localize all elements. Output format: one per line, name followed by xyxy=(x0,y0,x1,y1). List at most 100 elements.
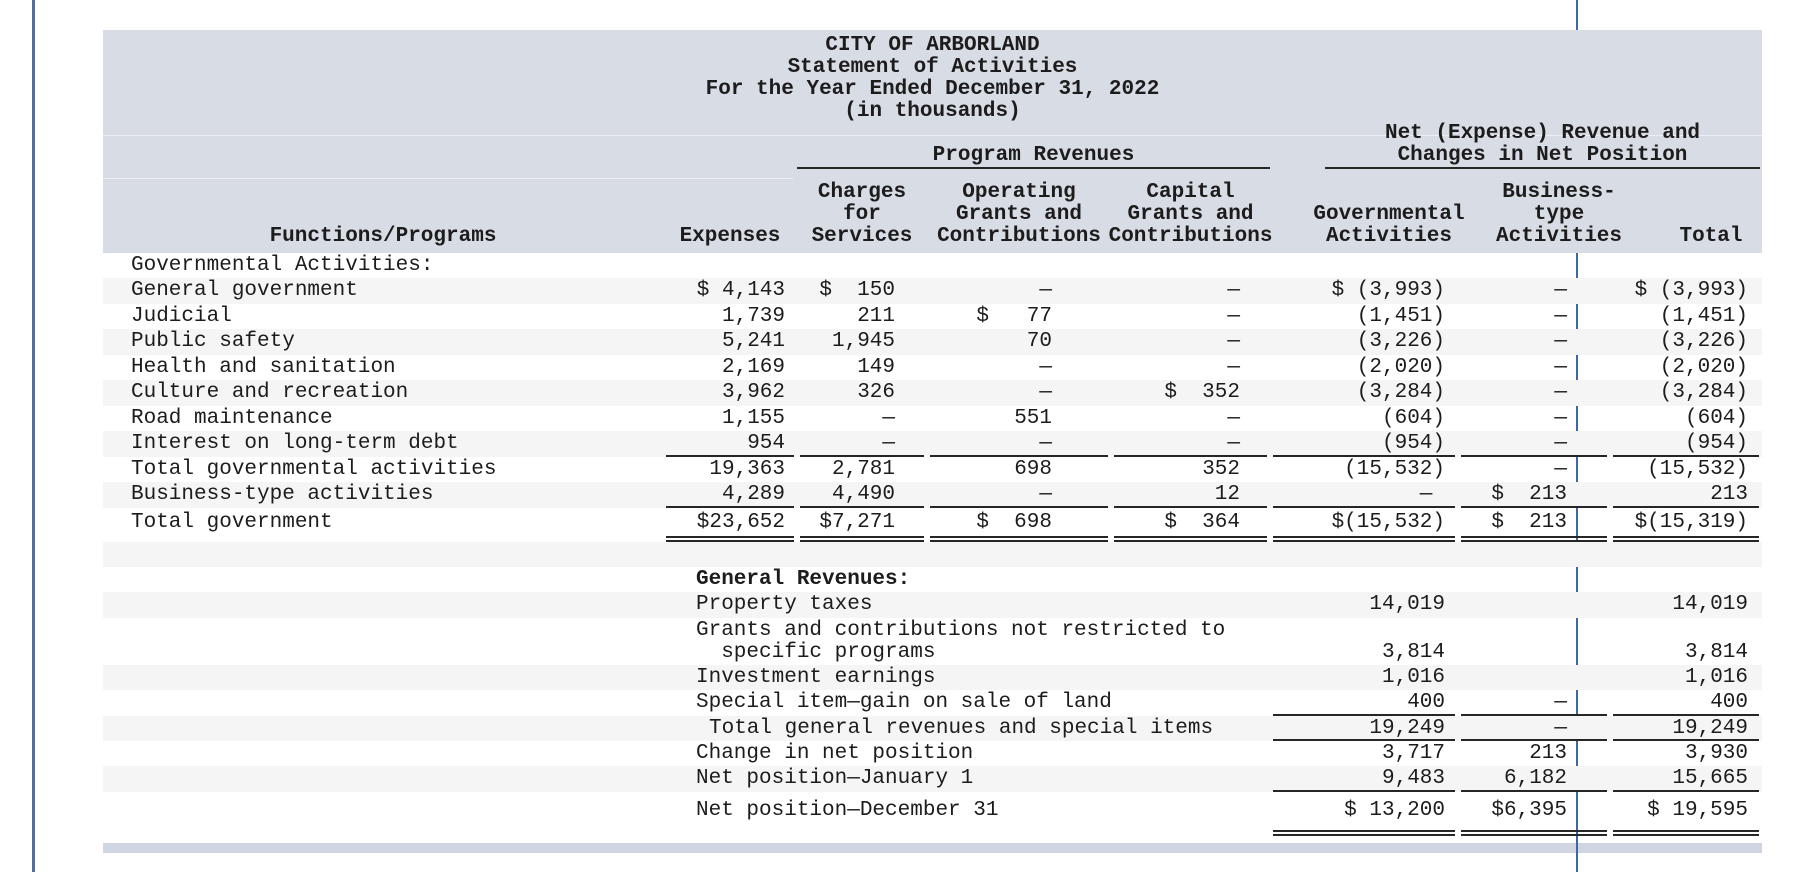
cell-e: 3,962 xyxy=(721,381,785,404)
row-net-position-january-1: Net position—January 1 9,483 6,182 15,665 xyxy=(103,766,1762,792)
cell-g: 400 xyxy=(1270,690,1458,716)
row-judicial: Judicial 1,739 211 $ 77 — (1,451) — (1,451) xyxy=(103,304,1762,329)
cell-e: 1,155 xyxy=(721,407,785,430)
cell-b: — xyxy=(1458,716,1610,741)
cell-c: 211 xyxy=(857,305,895,328)
cell-t: $ 19,595 xyxy=(1610,792,1762,836)
cell-t: 3,930 xyxy=(1684,742,1748,765)
row-general-government: General government $ 4,143 $ 150 — — $ (3,993… xyxy=(103,278,1762,304)
row-health-and-sanitation: Health and sanitation 2,169 149 — — (2,020) — (… xyxy=(103,355,1762,380)
cell-t: 400 xyxy=(1610,690,1762,716)
cell-c: 4,490 xyxy=(797,482,927,508)
row-road-maintenance: Road maintenance 1,155 — 551 — (604) — (604) xyxy=(103,406,1762,431)
cell-t: (3,284) xyxy=(1659,381,1748,404)
column-header-capital-grants: Capital Grants and Contributions xyxy=(1108,181,1273,248)
cell-c: — xyxy=(882,407,895,430)
cell-o: — xyxy=(927,482,1111,508)
cell-o: — xyxy=(1039,279,1052,302)
cell-g: 1,016 xyxy=(1381,666,1445,689)
cell-b: — xyxy=(1554,330,1567,353)
cell-b: — xyxy=(1554,458,1567,481)
cell-b: 6,182 xyxy=(1458,766,1610,792)
cell-b: $ 213 xyxy=(1458,508,1610,542)
cell-cap: 12 xyxy=(1111,482,1270,508)
row-label: Total governmental activities xyxy=(131,458,497,481)
cell-t: (954) xyxy=(1610,431,1762,457)
next-page-header-bar xyxy=(103,843,1762,853)
left-margin-line xyxy=(32,0,35,872)
cell-o: — xyxy=(927,431,1111,457)
cell-cap: — xyxy=(1227,407,1240,430)
title-line-period: For the Year Ended December 31, 2022 xyxy=(705,78,1160,101)
row-label: Judicial xyxy=(131,305,232,328)
cell-e: 2,169 xyxy=(721,356,785,379)
worksheet: CITY OF ARBORLAND Statement of Activitie… xyxy=(103,30,1762,836)
cell-g: (604) xyxy=(1381,407,1445,430)
cell-g: 19,249 xyxy=(1270,716,1458,741)
cell-c: $ 150 xyxy=(819,279,895,302)
column-header-total: Total xyxy=(1679,225,1743,248)
cell-b: — xyxy=(1554,381,1567,404)
cell-g: (3,284) xyxy=(1356,381,1445,404)
cell-cap: — xyxy=(1227,356,1240,379)
row-label xyxy=(103,542,663,567)
cell-cap: 352 xyxy=(1202,458,1240,481)
cell-g: (15,532) xyxy=(1344,458,1445,481)
table-header: CITY OF ARBORLAND Statement of Activitie… xyxy=(103,30,1762,253)
row-total-governmental-activities: Total governmental activities 19,363 2,781… xyxy=(103,457,1762,482)
title-line-company: CITY OF ARBORLAND xyxy=(825,34,1040,57)
cell-t: (604) xyxy=(1684,407,1748,430)
cell-b: — xyxy=(1458,690,1610,716)
row-business-type-activities: Business-type activities 4,289 4,490—12— $… xyxy=(103,482,1762,508)
cell-e: $23,652 xyxy=(663,508,797,542)
cell-g: 3,814 xyxy=(1381,641,1445,664)
row-label: Property taxes xyxy=(696,593,873,616)
header-gridline xyxy=(103,135,1762,136)
title-line-units: (in thousands) xyxy=(844,100,1021,123)
cell-c: 149 xyxy=(857,356,895,379)
cell-b: $6,395 xyxy=(1458,792,1610,836)
cell-t: 15,665 xyxy=(1610,766,1762,792)
row-label: Culture and recreation xyxy=(131,381,409,404)
cell-g: 9,483 xyxy=(1270,766,1458,792)
cell-e: 4,289 xyxy=(663,482,797,508)
title-line-statement: Statement of Activities xyxy=(787,56,1078,79)
cell-c: 2,781 xyxy=(831,458,895,481)
row-grants-not-restricted: Grants and contributions not restricted … xyxy=(103,618,1762,665)
cell-cap: — xyxy=(1227,305,1240,328)
column-header-functions-programs: Functions/Programs xyxy=(269,225,497,248)
column-header-business-type-activities: Business- type Activities xyxy=(1495,181,1623,248)
row-label: General Revenues: xyxy=(696,568,911,591)
column-header-charges-for-services: Charges for Services xyxy=(811,181,913,248)
cell-o: 70 xyxy=(1026,330,1052,353)
row-interest-on-long-term-debt: Interest on long-term debt 954— — — (954) — (9… xyxy=(103,431,1762,457)
cell-g: 14,019 xyxy=(1369,593,1445,616)
cell-b: — xyxy=(1554,305,1567,328)
cell-b: — xyxy=(1458,431,1610,457)
row-property-taxes: Property taxes 14,019 14,019 xyxy=(103,592,1762,618)
cell-e: $ 4,143 xyxy=(696,279,785,302)
cell-g: — xyxy=(1270,482,1458,508)
row-label: Net position—January 1 xyxy=(696,767,974,790)
cell-e: 5,241 xyxy=(721,330,785,353)
row-change-in-net-position: Change in net position 3,717 213 3,930 xyxy=(103,741,1762,766)
cell-cap: — xyxy=(1111,431,1270,457)
cell-b: $ 213 xyxy=(1458,482,1610,508)
column-header-governmental-activities: Governmental Activities xyxy=(1313,203,1465,248)
row-culture-and-recreation: Culture and recreation 3,962 326 — $ 352 (3,2… xyxy=(103,380,1762,406)
row-net-position-december-31: Net position—December 31 $ 13,200 $6,395 $ … xyxy=(103,792,1762,836)
cell-t: 1,016 xyxy=(1684,666,1748,689)
row-general-revenues-header: General Revenues: xyxy=(103,567,1762,592)
row-label: Interest on long-term debt xyxy=(131,432,459,455)
row-special-item-gain-on-sale-of-land: Special item—gain on sale of land 400—400 xyxy=(103,690,1762,716)
cell-o: $ 77 xyxy=(976,305,1052,328)
row-total-general-revenues: Total general revenues and special items… xyxy=(103,716,1762,741)
row-label: Total general revenues and special items xyxy=(709,717,1214,740)
page-break-line-bottom-segment xyxy=(1576,838,1578,872)
row-label: Grants and contributions not restricted … xyxy=(696,619,1226,664)
cell-b: — xyxy=(1554,356,1567,379)
cell-g: $(15,532) xyxy=(1270,508,1458,542)
cell-cap: $ 352 xyxy=(1164,381,1240,404)
table-body: Governmental Activities: General governme… xyxy=(103,253,1762,836)
cell-o: 698 xyxy=(1014,458,1052,481)
